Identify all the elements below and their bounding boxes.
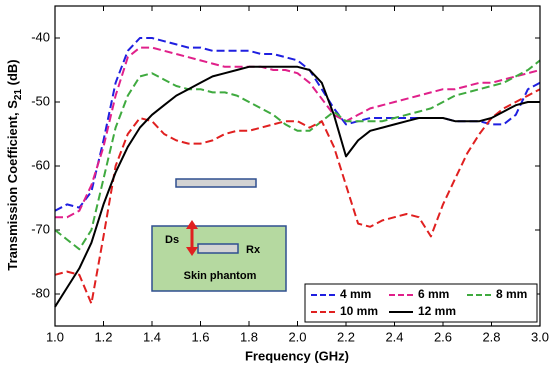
x-tick-label: 1.0 <box>46 329 64 344</box>
y-tick-label: -60 <box>31 157 50 172</box>
y-label-part: Transmission Coefficient, S <box>5 100 20 271</box>
receiver <box>197 243 239 254</box>
annotation: Rx <box>246 244 261 256</box>
y-tick-label: -40 <box>31 29 50 44</box>
y-tick-label: -50 <box>31 93 50 108</box>
y-axis-label: Transmission Coefficient, S21 (dB) <box>5 59 23 270</box>
x-tick-label: 3.0 <box>531 329 549 344</box>
series-line <box>54 59 541 251</box>
series-line <box>54 88 541 305</box>
x-axis-label: Frequency (GHz) <box>245 348 349 363</box>
x-tick-label: 1.8 <box>240 329 258 344</box>
legend-label: 10 mm <box>340 304 378 318</box>
x-tick-label: 1.4 <box>143 329 161 344</box>
skin-phantom <box>151 225 287 292</box>
x-tick-label: 1.2 <box>94 329 112 344</box>
x-tick-label: 2.2 <box>337 329 355 344</box>
y-label-part: (dB) <box>5 59 20 89</box>
legend-label: 4 mm <box>340 287 371 301</box>
x-tick-label: 1.6 <box>191 329 209 344</box>
legend-label: 8 mm <box>496 287 527 301</box>
y-label-subscript: 21 <box>13 89 24 101</box>
annotation: Ds <box>165 234 179 246</box>
plot-frame <box>54 5 541 327</box>
y-tick-label: -70 <box>31 221 50 236</box>
x-tick-label: 2.6 <box>434 329 452 344</box>
legend-label: 6 mm <box>418 287 449 301</box>
arrow-head <box>186 247 198 256</box>
x-tick-label: 2.8 <box>482 329 500 344</box>
transmitter <box>175 178 257 188</box>
inset-diagram: Ds Rx Skin phantom <box>151 178 287 292</box>
series-line <box>54 65 540 308</box>
legend-box <box>304 283 538 323</box>
x-tick-label: 2.0 <box>288 329 306 344</box>
annotation: Skin phantom <box>184 270 257 282</box>
legend: 4 mm 6 mm 8 mm 10 mm 12 mm <box>304 283 538 323</box>
arrow-head <box>186 220 198 229</box>
series-line <box>55 46 541 219</box>
y-tick-label: -80 <box>31 285 50 300</box>
series-line <box>54 37 541 212</box>
legend-label: 12 mm <box>418 304 456 318</box>
x-tick-label: 2.4 <box>385 329 403 344</box>
